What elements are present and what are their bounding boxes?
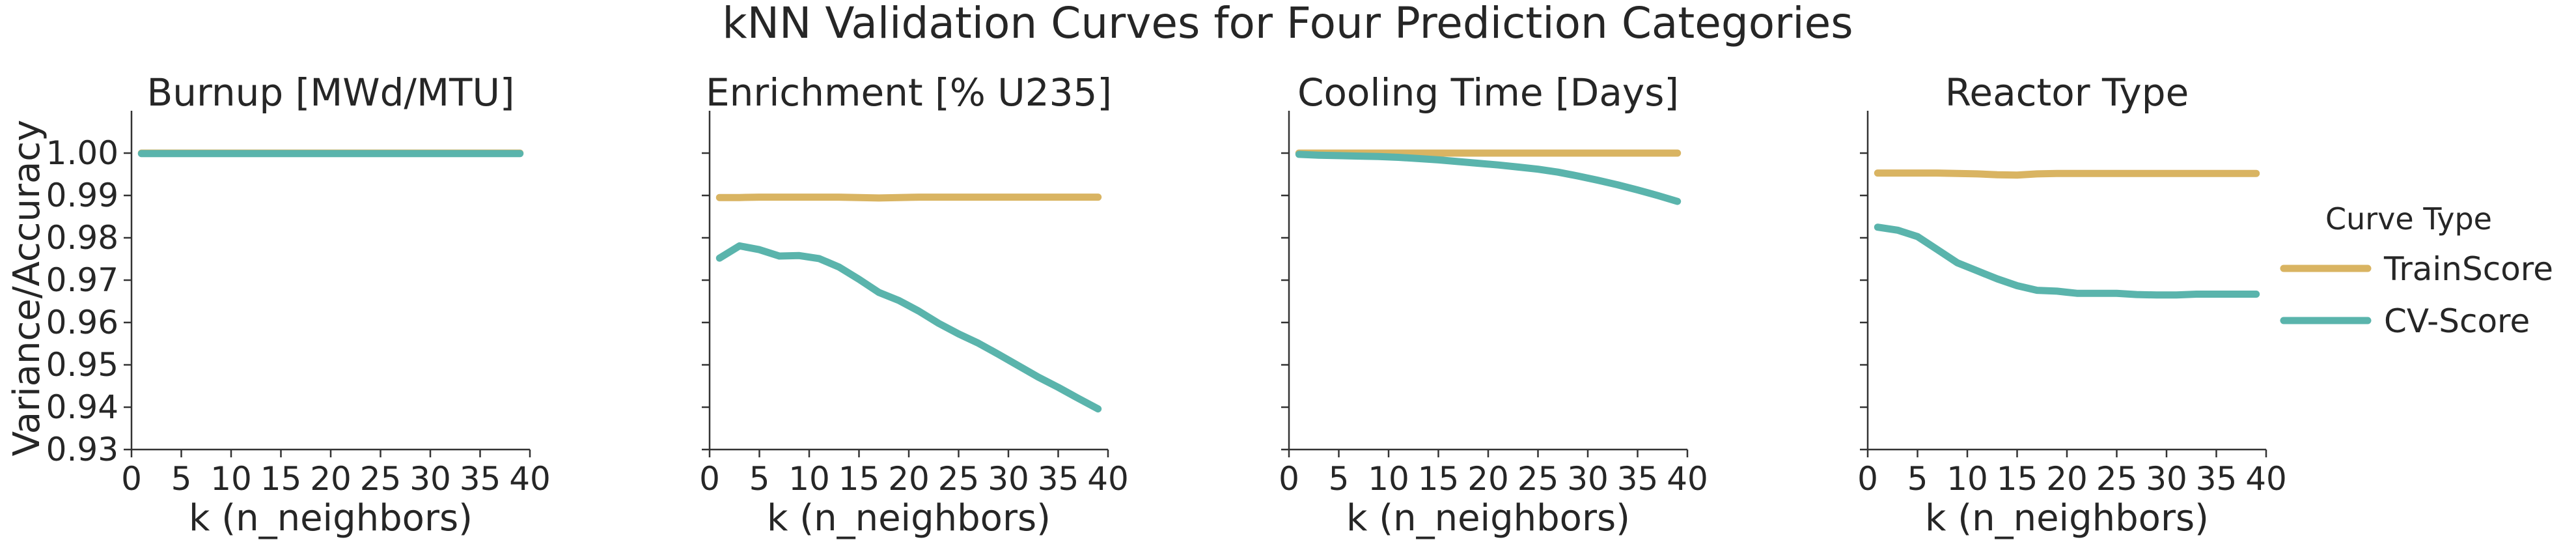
x-tick-label: 5: [1329, 460, 1350, 498]
x-tick-label: 15: [838, 460, 880, 498]
x-tick-label: 0: [1857, 460, 1878, 498]
subplot-1: Burnup [MWd/MTU] 0.93 0.94 0.95 0.96 0.97 0.98…: [46, 70, 551, 539]
x-tick-label: 0: [699, 460, 720, 498]
x-tick-label: 20: [310, 460, 352, 498]
x-tick-label: 25: [1517, 460, 1559, 498]
subplot-panels: Burnup [MWd/MTU] 0.93 0.94 0.95 0.96 0.97 0.98…: [46, 70, 2287, 539]
x-tick-label: 35: [2196, 460, 2237, 498]
x-tick-label: 20: [2046, 460, 2088, 498]
legend-label: CV-Score: [2384, 302, 2530, 340]
subplot-2: Enrichment [% U235] 0 5 10 15 20 25 30 35 40 k (n_…: [699, 70, 1129, 539]
subplot-3: Cooling Time [Days] 0 5 10 15 20 25 30 35 40 k (n_…: [1279, 70, 1708, 539]
x-tick-label: 40: [1087, 460, 1129, 498]
x-tick-label: 40: [1667, 460, 1708, 498]
series-line-cv-score: [1295, 150, 1682, 205]
x-tick-label: 25: [360, 460, 402, 498]
x-tick-label: 10: [1368, 460, 1409, 498]
series-line-cv-score: [715, 242, 1102, 413]
x-axis-label: k (n_neighbors): [767, 497, 1051, 539]
x-tick-label: 20: [888, 460, 930, 498]
subplot-title: Burnup [MWd/MTU]: [146, 70, 514, 115]
series-line-trainscore: [715, 193, 1102, 202]
x-tick-label: 30: [988, 460, 1029, 498]
y-axis-label: Variance/Accuracy: [6, 120, 48, 456]
y-tick-label: 0.99: [46, 177, 118, 214]
x-tick-label: 5: [749, 460, 770, 498]
x-tick-label: 0: [121, 460, 142, 498]
x-tick-label: 10: [1946, 460, 1988, 498]
y-tick-label: 0.97: [46, 261, 118, 299]
series-line-cv-score: [1874, 223, 2260, 299]
x-tick-label: 10: [210, 460, 252, 498]
subplot-title: Cooling Time [Days]: [1297, 70, 1679, 115]
x-tick-label: 25: [2096, 460, 2138, 498]
x-tick-label: 30: [1567, 460, 1609, 498]
x-tick-label: 40: [2245, 460, 2287, 498]
x-axis-label: k (n_neighbors): [189, 497, 473, 539]
x-tick-label: 0: [1279, 460, 1299, 498]
y-tick-label: 1.00: [46, 134, 118, 172]
x-axis-label: k (n_neighbors): [1346, 497, 1630, 539]
x-tick-label: 15: [260, 460, 302, 498]
x-tick-label: 15: [1418, 460, 1460, 498]
x-tick-label: 5: [1907, 460, 1928, 498]
x-tick-label: 35: [1038, 460, 1079, 498]
y-tick-label: 0.95: [46, 346, 118, 384]
x-tick-label: 35: [460, 460, 501, 498]
x-tick-label: 5: [171, 460, 192, 498]
x-tick-label: 10: [788, 460, 830, 498]
y-tick-label: 0.94: [46, 388, 118, 426]
y-tick-label: 0.98: [46, 219, 118, 257]
x-tick-label: 15: [1997, 460, 2038, 498]
x-tick-label: 30: [2146, 460, 2187, 498]
x-tick-label: 25: [938, 460, 980, 498]
figure-title: kNN Validation Curves for Four Predictio…: [722, 0, 1853, 48]
subplot-title: Reactor Type: [1945, 70, 2189, 115]
y-tick-label: 0.93: [46, 431, 118, 468]
subplot-title: Enrichment [% U235]: [706, 70, 1112, 115]
x-axis-label: k (n_neighbors): [1925, 497, 2209, 539]
x-tick-label: 35: [1617, 460, 1659, 498]
y-tick-label: 0.96: [46, 304, 118, 341]
x-tick-label: 20: [1467, 460, 1509, 498]
x-tick-label: 40: [509, 460, 551, 498]
x-tick-label: 30: [409, 460, 451, 498]
series-line-trainscore: [1874, 169, 2260, 179]
legend: Curve Type TrainScore CV-Score: [2280, 201, 2553, 340]
legend-title: Curve Type: [2325, 201, 2492, 236]
subplot-4: Reactor Type 0 5 10 15 20 25 30 35 40 k (n_neighbo…: [1857, 70, 2287, 539]
legend-label: TrainScore: [2383, 250, 2553, 288]
